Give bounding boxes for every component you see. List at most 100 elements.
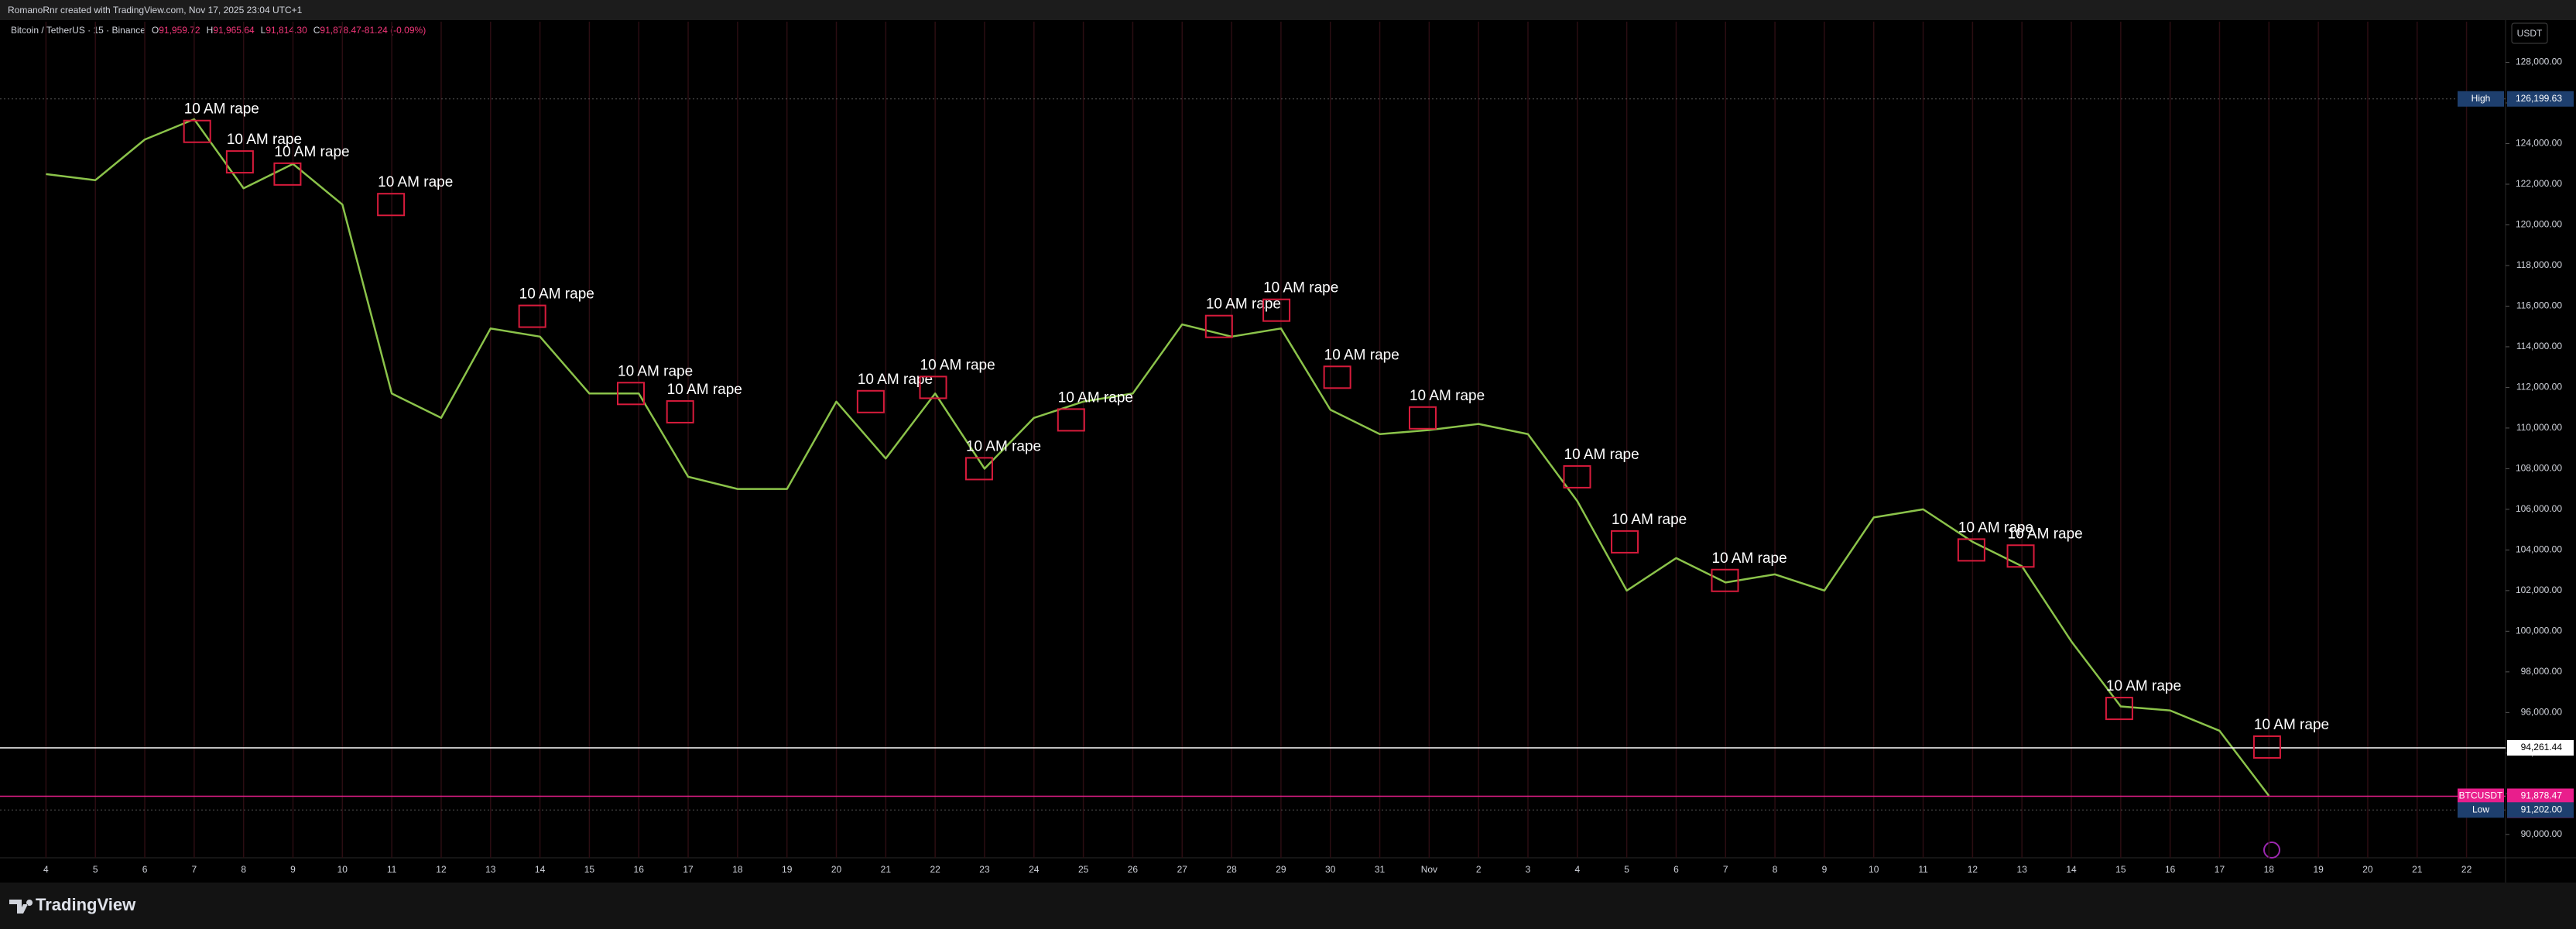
annotation-text: 10 AM rape (1958, 519, 2033, 536)
annotation-text: 10 AM rape (618, 363, 693, 379)
annotation-text: 10 AM rape (1324, 347, 1399, 363)
ohlc-value: 91,814.30 (265, 25, 307, 36)
y-tick-label: 104,000.00 (2516, 544, 2562, 555)
annotation-box (2105, 697, 2133, 721)
x-tick-label: 7 (1723, 864, 1728, 875)
x-tick-label: 9 (1822, 864, 1828, 875)
symbol: Bitcoin / TetherUS · 15 · Binance (11, 25, 146, 36)
annotation-text: 10 AM rape (274, 144, 349, 160)
x-tick-label: 7 (192, 864, 197, 875)
price-name-box (2458, 788, 2504, 804)
x-tick-label: 21 (881, 864, 892, 875)
price-label-box (2507, 91, 2574, 107)
annotation-box (856, 389, 885, 413)
annotation-text: 10 AM rape (858, 372, 933, 388)
y-tick-label: 102,000.00 (2516, 584, 2562, 595)
annotation-text: 10 AM rape (920, 357, 995, 373)
y-tick-label: 98,000.00 (2521, 666, 2563, 677)
y-tick-label: 124,000.00 (2516, 138, 2562, 149)
y-tick-label: 90,000.00 (2521, 828, 2563, 839)
x-tick-label: 5 (93, 864, 98, 875)
y-tick-label: 106,000.00 (2516, 503, 2562, 514)
x-tick-label: 29 (1276, 864, 1286, 875)
symbol-legend: Bitcoin / TetherUS · 15 · Binance O91,959… (11, 25, 426, 36)
x-tick-label: 15 (2115, 864, 2126, 875)
x-tick-label: 19 (782, 864, 793, 875)
annotation-text: 10 AM rape (1712, 550, 1787, 567)
price-label-box (2507, 802, 2574, 818)
x-tick-label: 26 (1128, 864, 1139, 875)
annotation-box (273, 162, 302, 186)
x-tick-label: 31 (1375, 864, 1386, 875)
footer (0, 883, 2576, 929)
x-tick-label: 6 (142, 864, 148, 875)
x-tick-label: 27 (1177, 864, 1188, 875)
price-label: 126,199.63 (2516, 93, 2562, 104)
annotation-box (919, 375, 947, 399)
annotation-box (666, 399, 694, 423)
y-tick-label: 120,000.00 (2516, 219, 2562, 230)
annotation-text: 10 AM rape (519, 286, 594, 303)
x-tick-label: 22 (930, 864, 940, 875)
price-name-box (2458, 802, 2504, 818)
annotation-text: 10 AM rape (1206, 297, 1281, 313)
x-tick-label: 2 (1476, 864, 1482, 875)
x-tick-label: 24 (1029, 864, 1040, 875)
price-name: Low (2472, 804, 2489, 814)
x-tick-label: 17 (2215, 864, 2225, 875)
annotation-text: 10 AM rape (667, 382, 742, 398)
annotation-box (225, 150, 254, 174)
annotation-box (1204, 314, 1233, 338)
ohlc-name: C (313, 25, 320, 36)
x-tick-label: 14 (535, 864, 546, 875)
price-name-box (2458, 91, 2504, 107)
ohlc-name: L (261, 25, 266, 36)
ohlc-value: -81.24 (-0.09%) (361, 25, 426, 36)
x-tick-label: 3 (1526, 864, 1531, 875)
x-tick-label: 11 (387, 864, 397, 875)
annotation-box (377, 193, 406, 217)
price-line (46, 118, 2270, 797)
brand: TradingView (36, 895, 136, 914)
y-tick-label: 96,000.00 (2521, 707, 2563, 718)
annotation-box (1957, 538, 1985, 562)
annotation-box (1323, 365, 1351, 389)
annotation-box (1563, 464, 1591, 488)
annotation-box (2252, 735, 2281, 759)
y-tick-label: 122,000.00 (2516, 178, 2562, 189)
replay-icon[interactable] (2263, 842, 2280, 859)
annotation-text: 10 AM rape (2008, 526, 2083, 542)
top-bar (0, 0, 2576, 20)
x-tick-label: 4 (1574, 864, 1580, 875)
x-tick-label: 11 (1918, 864, 1928, 875)
y-tick-label: 118,000.00 (2516, 259, 2562, 270)
annotation-box (617, 382, 646, 406)
annotation-text: 10 AM rape (2106, 678, 2181, 694)
x-tick-label: 6 (1673, 864, 1679, 875)
x-tick-label: 12 (1968, 864, 1978, 875)
annotation-box (964, 457, 993, 481)
ohlc-value: 91,878.47 (320, 25, 361, 36)
y-tick-label: 112,000.00 (2516, 382, 2562, 393)
x-tick-label: 30 (1325, 864, 1336, 875)
credit: RomanoRnr created with TradingView.com, … (8, 5, 303, 15)
x-tick-label: 9 (290, 864, 296, 875)
currency-box[interactable] (2511, 22, 2548, 44)
annotation-text: 10 AM rape (1612, 512, 1687, 528)
x-tick-label: 23 (979, 864, 990, 875)
price-label: 94,261.44 (2521, 742, 2563, 752)
x-tick-label: 17 (683, 864, 694, 875)
price-name: BTCUSDT (2459, 790, 2503, 801)
x-tick-label: 8 (241, 864, 246, 875)
y-tick-label: 100,000.00 (2516, 626, 2562, 636)
price-label-box (2507, 739, 2574, 756)
annotation-text: 10 AM rape (1564, 447, 1639, 463)
y-tick-label: 110,000.00 (2516, 422, 2562, 433)
annotation-box (518, 304, 546, 328)
annotation-text: 10 AM rape (2254, 717, 2329, 733)
annotation-box (183, 119, 211, 143)
annotation-text: 10 AM rape (184, 101, 259, 118)
